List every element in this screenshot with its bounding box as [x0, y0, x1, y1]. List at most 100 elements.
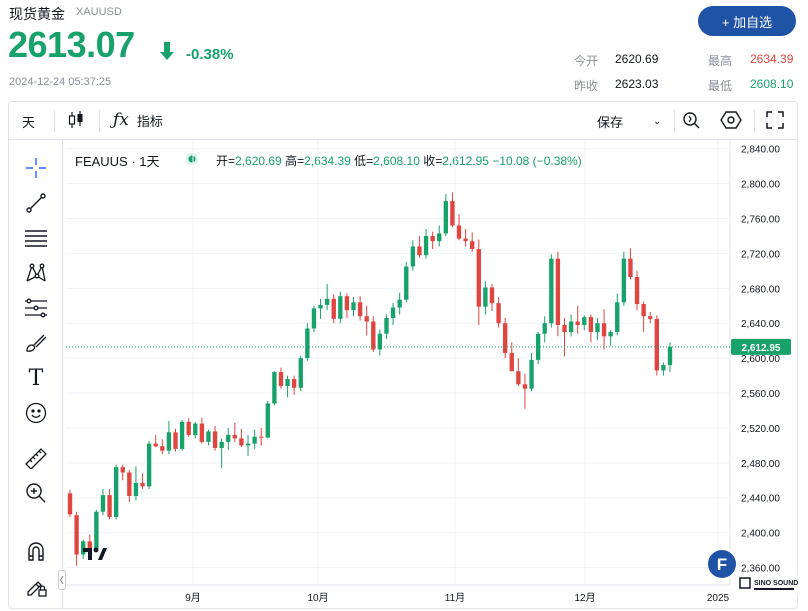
function-icon: ƒx	[113, 110, 129, 130]
price-change-percent: -0.38%	[186, 46, 234, 63]
candle-body	[324, 298, 330, 305]
y-tick-label: 2,480.00	[741, 459, 780, 470]
quick-search-icon[interactable]	[681, 110, 701, 130]
candle-body	[173, 432, 178, 449]
ohlc-legend: 开=2,620.69 高=2,634.39 低=2,608.10 收=2,612…	[216, 152, 582, 169]
candle-body	[390, 307, 396, 318]
candle-body	[634, 276, 640, 305]
pattern-icon[interactable]	[21, 259, 51, 287]
quote-timestamp: 2024-12-24 05:37:25	[9, 76, 112, 88]
open-label: 今开	[574, 54, 599, 68]
y-tick-label: 2,400.00	[741, 529, 780, 540]
candle-body	[654, 318, 659, 371]
candle-body	[404, 266, 409, 300]
candle-body	[239, 438, 244, 446]
high-value: 2634.39	[750, 52, 794, 66]
magnet-icon[interactable]	[21, 537, 51, 565]
high-label: 最高	[708, 54, 733, 68]
candle-body	[245, 443, 251, 446]
fullscreen-icon[interactable]	[765, 110, 785, 130]
candle-body	[410, 246, 416, 267]
legend-close: 2,612.95	[442, 154, 489, 168]
x-tick-label: 10月	[307, 592, 328, 604]
candle-body	[575, 321, 580, 325]
x-tick-label: 12月	[574, 592, 595, 604]
candle-body	[648, 316, 653, 319]
y-tick-label: 2,840.00	[741, 145, 780, 156]
candle-body	[265, 403, 270, 438]
legend-low-label: 低=	[354, 154, 374, 168]
horizontal-lines-icon[interactable]	[21, 224, 51, 252]
add-to-watchlist-button[interactable]: + 加自选	[698, 6, 796, 36]
candle-body	[140, 482, 145, 487]
settings-hexagon-icon[interactable]	[720, 110, 742, 130]
candle-body	[667, 346, 673, 366]
candle-body	[166, 432, 172, 451]
legend-open: 2,620.69	[235, 154, 282, 168]
trend-line-icon[interactable]	[21, 189, 51, 217]
candle-body	[397, 299, 402, 308]
candle-body	[153, 443, 158, 447]
watermark-logo: SINO SOUND	[738, 575, 800, 597]
svg-text:SINO SOUND: SINO SOUND	[754, 580, 798, 587]
legend-change: −10.08 (−0.38%)	[492, 154, 582, 168]
scroll-handle-icon[interactable]	[58, 570, 66, 590]
candle-body	[661, 365, 666, 371]
candle-body	[489, 287, 495, 304]
ruler-icon[interactable]	[21, 444, 51, 472]
legend-low: 2,608.10	[373, 154, 420, 168]
zoom-in-icon[interactable]	[21, 479, 51, 507]
legend-high: 2,634.39	[304, 154, 351, 168]
candle-body	[496, 303, 501, 324]
candle-body	[437, 233, 442, 242]
candle-body	[81, 541, 86, 555]
x-tick-label: 9月	[185, 592, 201, 604]
y-tick-label: 2,360.00	[741, 564, 780, 575]
candle-body	[582, 317, 587, 325]
candle-body	[212, 431, 218, 449]
candle-body	[595, 323, 600, 332]
crosshair-icon[interactable]	[21, 154, 51, 182]
candle-body	[179, 421, 185, 449]
pencil-lock-icon[interactable]	[21, 572, 51, 600]
candle-body	[568, 321, 574, 332]
candle-body	[232, 434, 238, 439]
emoji-icon[interactable]	[21, 399, 51, 427]
candle-body	[94, 511, 99, 550]
candle-body	[160, 446, 165, 451]
brush-icon[interactable]	[21, 329, 51, 357]
prev-close-value: 2623.03	[615, 77, 659, 91]
indicators-button[interactable]: ƒx 指标	[113, 110, 163, 130]
candle-body	[272, 372, 277, 404]
candle-body	[87, 541, 92, 550]
candlestick-type-icon[interactable]	[67, 110, 85, 130]
candle-body	[278, 372, 284, 387]
candle-body	[199, 423, 205, 442]
candle-body	[621, 258, 627, 303]
candle-body	[364, 316, 369, 322]
candle-body	[588, 317, 594, 332]
candle-body	[601, 323, 607, 337]
text-icon[interactable]: T	[28, 365, 44, 391]
candle-body	[113, 467, 119, 517]
y-tick-label: 2,760.00	[741, 215, 780, 226]
candle-body	[417, 246, 422, 256]
status-dot-icon	[185, 152, 199, 171]
candle-body	[476, 249, 481, 307]
chevron-down-icon: ⌄	[653, 116, 662, 127]
forecast-icon[interactable]	[21, 294, 51, 322]
candle-body	[377, 333, 383, 350]
candle-body	[542, 323, 547, 334]
candle-body	[450, 201, 455, 226]
candle-body	[357, 302, 363, 317]
candle-body	[371, 321, 376, 350]
y-tick-label: 2,800.00	[741, 180, 780, 191]
y-tick-label: 2,720.00	[741, 249, 780, 260]
tradingview-logo-icon	[82, 544, 108, 564]
interval-selector[interactable]: 天	[22, 115, 36, 130]
candle-body	[615, 302, 620, 332]
save-button[interactable]: 保存 ⌄	[597, 112, 661, 131]
y-tick-label: 2,560.00	[741, 389, 780, 400]
candle-body	[351, 302, 356, 311]
